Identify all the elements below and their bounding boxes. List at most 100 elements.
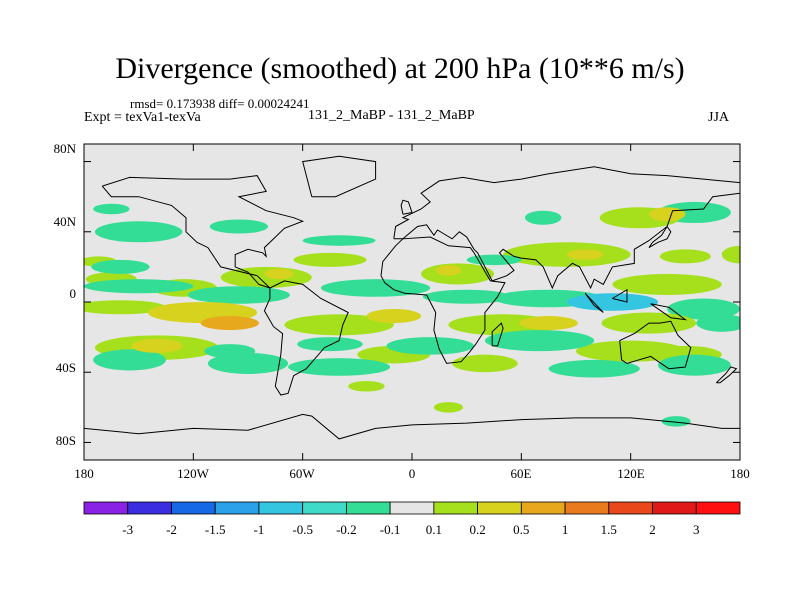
colorbar-swatch (302, 501, 347, 515)
continent-outlines (84, 155, 740, 440)
coastline (619, 320, 692, 370)
colorbar-swatch (477, 501, 522, 515)
convergence-region (484, 330, 595, 352)
colorbar-swatch (695, 501, 741, 515)
colorbar-swatch (127, 501, 172, 515)
lat-tick-label: 40N (54, 214, 77, 229)
colorbar-label: -1.5 (205, 522, 226, 537)
divergence-region (200, 316, 259, 331)
divergence-region (519, 316, 578, 331)
divergence-region (435, 265, 462, 276)
lon-tick-label: 0 (409, 466, 416, 481)
divergence-region (452, 354, 518, 373)
convergence-region (84, 279, 194, 294)
divergence-region (612, 273, 722, 295)
divergence-region (566, 249, 604, 260)
coastline (400, 199, 413, 215)
convergence-region (667, 298, 740, 320)
lat-tick-label: 0 (70, 286, 77, 301)
colorbar-label: 0.5 (513, 522, 529, 537)
lon-tick-label: 180 (74, 466, 94, 481)
colorbar-swatch (171, 501, 216, 515)
coastline (491, 322, 504, 347)
convergence-region (91, 259, 150, 274)
colorbar-label: -1 (253, 522, 264, 537)
colorbar-swatch (564, 501, 610, 515)
colorbar (83, 501, 741, 515)
colorbar-swatch (83, 501, 129, 515)
convergence-region (386, 337, 474, 355)
convergence-region (696, 314, 740, 332)
colorbar-label: 0.2 (469, 522, 485, 537)
colorbar-label: 1.5 (601, 522, 617, 537)
convergence-region (661, 416, 691, 427)
convergence-region (288, 358, 391, 376)
colorbar-swatch (214, 501, 260, 515)
divergence-region (131, 338, 183, 353)
convergence-region (207, 352, 289, 374)
coastline (380, 236, 506, 364)
experiment-label: Expt = texVa1-texVa (84, 110, 201, 125)
lon-tick-label: 60E (511, 466, 532, 481)
divergence-region (84, 300, 166, 315)
colorbar-swatch (345, 501, 391, 515)
colorbar-swatch (433, 501, 478, 515)
convergence-region (187, 286, 290, 304)
convergence-region (93, 349, 166, 371)
convergence-region (422, 289, 511, 304)
lat-tick-label: 80S (56, 433, 76, 448)
divergence-region (659, 249, 711, 264)
lat-tick-label: 80N (54, 141, 77, 156)
coastline (263, 280, 349, 396)
divergence-region (721, 245, 740, 264)
divergence-region (348, 381, 385, 392)
divergence-region (648, 207, 686, 222)
colorbar-swatch (608, 501, 653, 515)
colorbar-swatch (652, 501, 697, 515)
coastline (612, 288, 628, 303)
divergence-field (84, 201, 740, 427)
colorbar-swatch (389, 501, 435, 515)
divergence-region (264, 268, 294, 280)
colorbar-label: -0.5 (292, 522, 313, 537)
convergence-region (524, 210, 562, 225)
colorbar-swatch (258, 501, 304, 515)
coastline (393, 166, 740, 290)
colorbar-label: 0.1 (426, 522, 442, 537)
colorbar-label: 3 (693, 522, 700, 537)
lat-tick-label: 40S (56, 360, 76, 375)
colorbar-label: -2 (166, 522, 177, 537)
coastline (584, 292, 604, 313)
convergence-region (209, 219, 269, 234)
divergence-region (284, 314, 394, 336)
axis-ticks (83, 144, 741, 460)
coastline (648, 225, 672, 249)
lon-tick-label: 120W (177, 466, 210, 481)
divergence-region (293, 252, 367, 267)
coastline (302, 155, 377, 198)
lon-tick-label: 120E (617, 466, 645, 481)
convergence-region (548, 359, 640, 378)
divergence-region (366, 309, 422, 324)
convergence-region (658, 354, 731, 376)
coastline (650, 303, 688, 321)
colorbar-label: -0.1 (380, 522, 401, 537)
coastline (84, 413, 740, 440)
colorbar-label: -0.2 (336, 522, 357, 537)
colorbar-label: 2 (649, 522, 656, 537)
convergence-region (94, 221, 183, 243)
convergence-region (93, 203, 130, 215)
divergence-region (433, 402, 464, 413)
season-label: JJA (708, 110, 730, 125)
convergence-region (297, 337, 363, 352)
convergence-region (566, 293, 658, 311)
plot-title: Divergence (smoothed) at 200 hPa (10**6 … (115, 52, 685, 85)
stats-line: rmsd= 0.173938 diff= 0.00024241 (130, 96, 310, 111)
coastline (715, 366, 738, 384)
colorbar-swatch (520, 501, 566, 515)
case-label: 131_2_MaBP - 131_2_MaBP (308, 108, 475, 123)
coastline (101, 175, 305, 289)
convergence-region (204, 344, 256, 359)
lon-tick-label: 60W (289, 466, 315, 481)
